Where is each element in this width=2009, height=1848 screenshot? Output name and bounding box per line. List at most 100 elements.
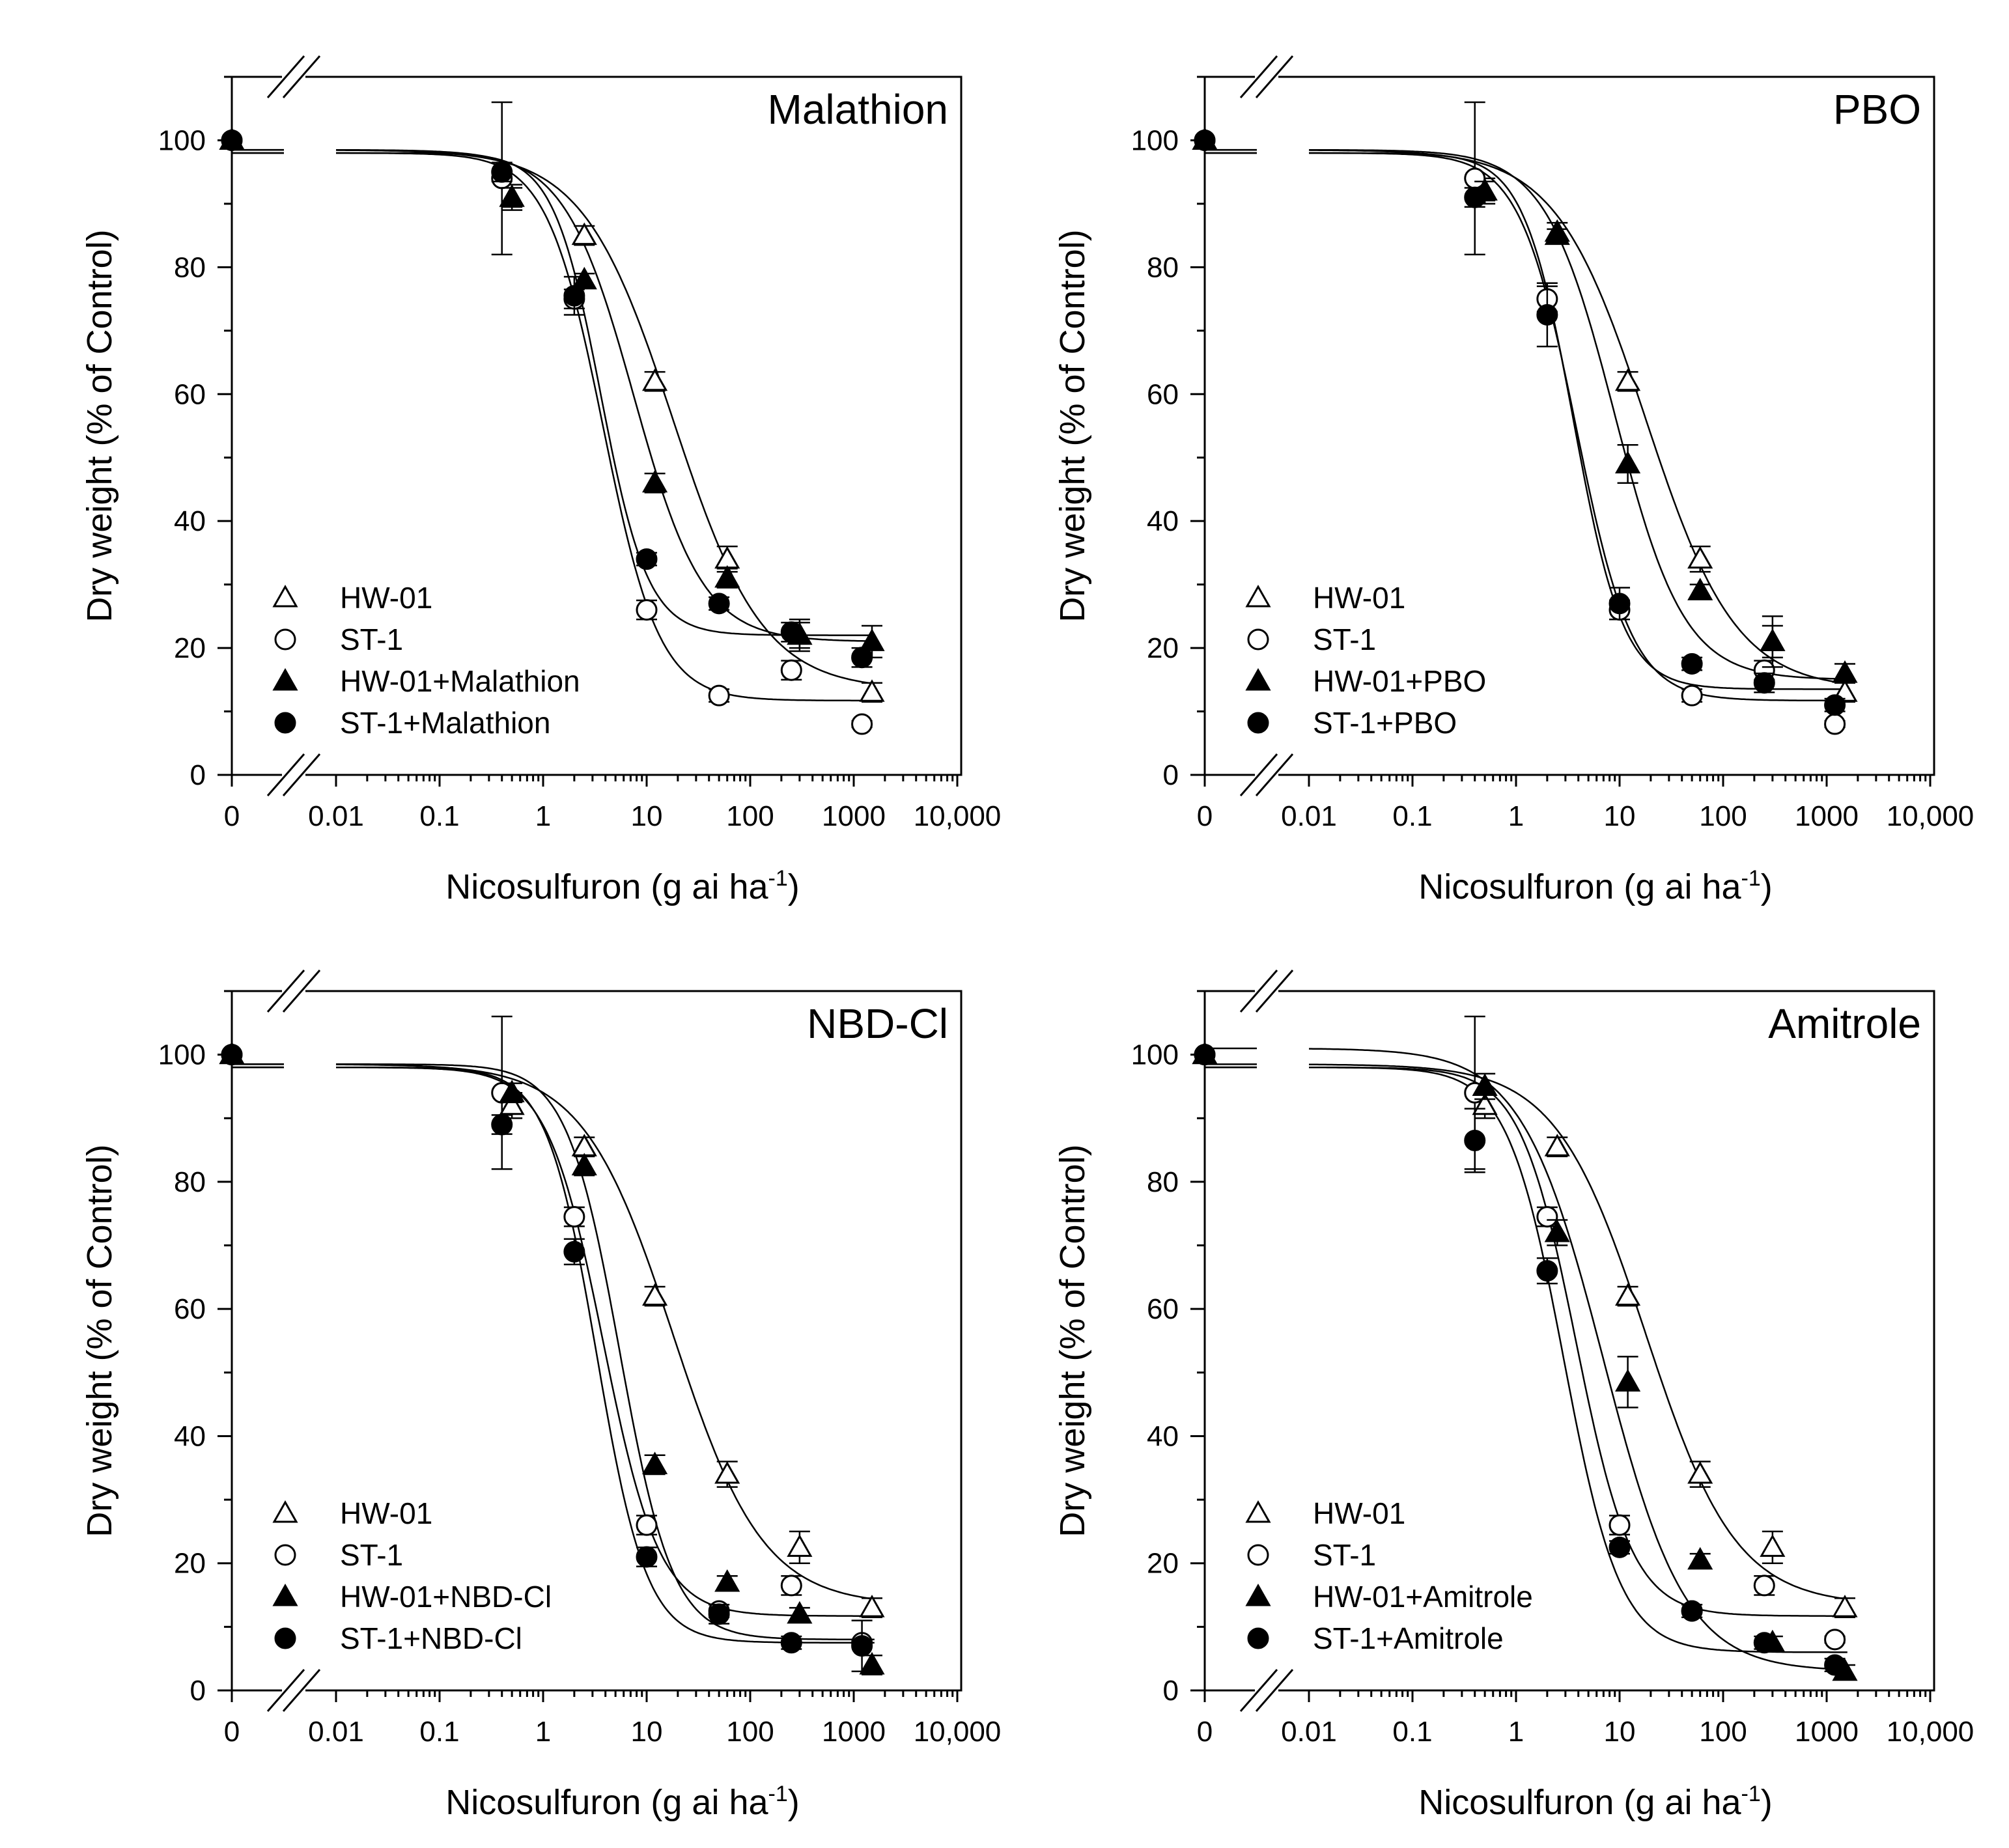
data-point <box>1615 451 1641 473</box>
data-point <box>491 161 513 183</box>
data-point <box>1615 368 1641 391</box>
axis-break-mark <box>1255 1669 1294 1712</box>
y-tick-label: 0 <box>190 1675 206 1707</box>
x-tick-label: 1000 <box>1795 800 1859 832</box>
data-point <box>563 1240 585 1263</box>
legend-marker <box>274 712 296 734</box>
y-tick-label: 40 <box>1147 505 1179 537</box>
y-tick-label: 80 <box>1147 251 1179 283</box>
y-axis-title: Dry weight (% of Control) <box>80 1144 119 1537</box>
fit-curve-3 <box>1309 1048 1847 1671</box>
data-point <box>491 1113 513 1136</box>
x-tick-label: 0.1 <box>1392 1716 1432 1748</box>
y-tick-label: 20 <box>1147 1548 1179 1580</box>
legend-marker <box>272 584 298 608</box>
y-axis-title: Dry weight (% of Control) <box>80 229 119 622</box>
data-point <box>1609 1536 1631 1558</box>
data-point <box>1687 578 1713 600</box>
data-point <box>1536 1206 1558 1228</box>
x-tick-label: 10,000 <box>914 1716 1002 1748</box>
legend-label: ST-1 <box>340 1538 403 1572</box>
data-point <box>1194 129 1216 151</box>
x-axis-title: Nicosulfuron (g ai ha-1) <box>445 1782 799 1822</box>
y-tick-label: 100 <box>1131 1039 1179 1071</box>
legend-marker <box>274 1627 296 1649</box>
axis-break-mark <box>266 970 305 1013</box>
x-tick-label: 10 <box>1604 1716 1636 1748</box>
legend-marker <box>1245 1583 1271 1606</box>
data-point <box>642 1451 668 1474</box>
data-point <box>1832 660 1858 683</box>
x-tick-label: 10 <box>631 800 663 832</box>
legend-marker <box>1245 584 1271 608</box>
legend-label: ST-1 <box>1313 1538 1376 1572</box>
x-tick-label: 1000 <box>822 800 886 832</box>
axis-break-mark <box>266 55 305 98</box>
x-tick-label: 0.01 <box>308 1716 364 1748</box>
data-point <box>571 1134 597 1156</box>
y-tick-label: 60 <box>1147 378 1179 410</box>
y-tick-label: 60 <box>1147 1293 1179 1325</box>
data-point <box>1753 1575 1775 1597</box>
legend-marker <box>272 1583 298 1606</box>
x-tick-label: 100 <box>726 1716 774 1748</box>
data-point <box>708 684 730 707</box>
legend-label: HW-01+Amitrole <box>1313 1580 1533 1614</box>
fit-curve-1 <box>335 149 875 685</box>
data-point <box>1615 1283 1641 1306</box>
data-point <box>1544 1219 1570 1242</box>
y-tick-label: 100 <box>158 1039 206 1071</box>
x-tick-label: 100 <box>1699 1716 1747 1748</box>
legend-marker <box>274 628 296 651</box>
legend-marker <box>1247 628 1269 651</box>
legend-label: HW-01+NBD-Cl <box>340 1580 552 1614</box>
data-point <box>708 593 730 615</box>
data-point <box>714 1461 740 1484</box>
data-point <box>642 368 668 391</box>
data-point <box>787 1601 813 1624</box>
data-point <box>1760 1534 1786 1557</box>
y-tick-label: 80 <box>174 251 206 283</box>
data-point <box>563 285 585 307</box>
data-point <box>571 1153 597 1175</box>
y-tick-label: 20 <box>174 632 206 664</box>
x-tick-label: 1000 <box>822 1716 886 1748</box>
y-tick-label: 60 <box>174 1293 206 1325</box>
data-point <box>1832 1595 1858 1617</box>
data-point <box>1464 186 1486 208</box>
x-tick-label: 10,000 <box>1887 1716 1974 1748</box>
axis-break-mark <box>1239 970 1278 1013</box>
data-point <box>1615 1369 1641 1392</box>
data-point <box>636 1546 658 1568</box>
y-tick-label: 40 <box>174 1420 206 1452</box>
data-point <box>1753 672 1775 694</box>
legend-marker <box>272 1500 298 1523</box>
fit-curve-1 <box>1308 149 1847 685</box>
axis-break-mark <box>282 55 321 98</box>
data-point <box>780 659 802 681</box>
data-point <box>787 1534 813 1557</box>
axis-break-mark <box>1255 970 1294 1013</box>
x-tick-label: 0 <box>224 1716 240 1748</box>
y-axis-title: Dry weight (% of Control) <box>1053 1144 1092 1537</box>
x-axis-title: Nicosulfuron (g ai ha-1) <box>1418 866 1772 906</box>
data-point <box>1681 684 1703 707</box>
data-point <box>642 469 668 493</box>
data-point <box>1464 1129 1486 1151</box>
legend-label: ST-1 <box>340 623 403 656</box>
axis-break-mark <box>1255 753 1294 796</box>
legend-label: ST-1+Amitrole <box>1313 1621 1504 1655</box>
x-tick-label: 10 <box>631 1716 663 1748</box>
data-point <box>780 1632 802 1654</box>
legend-label: ST-1+Malathion <box>340 706 550 740</box>
data-point <box>851 647 873 669</box>
legend-marker <box>272 667 298 691</box>
data-point <box>221 129 243 151</box>
data-point <box>1472 1073 1498 1096</box>
y-tick-label: 100 <box>158 124 206 156</box>
panel-title: Malathion <box>768 86 949 133</box>
data-point <box>571 222 597 245</box>
data-point <box>714 565 740 588</box>
